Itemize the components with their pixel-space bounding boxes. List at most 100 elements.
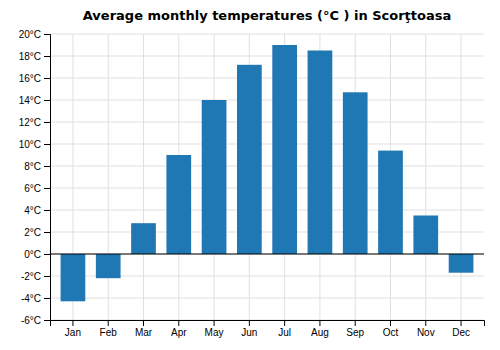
y-grid-line [50,78,484,79]
y-tick-label: 10°C [19,139,41,150]
x-tick-label: Sep [346,327,364,338]
y-tick-label: -6°C [21,315,41,326]
grid [50,34,484,320]
x-tick-mark [72,320,73,326]
y-tick: 16°C [19,73,50,84]
x-tick-mark [461,320,462,326]
x-tick: Oct [383,320,399,338]
y-grid-line [50,144,484,145]
y-tick-label: 14°C [19,95,41,106]
x-tick: Dec [452,320,470,338]
y-axis: -6°C -4°C -2°C 0°C 2°C 4°C 6°C 8°C 10°C 12°C 14°C 1… [19,29,51,326]
x-tick-label: Jul [278,327,291,338]
y-tick-label: -2°C [21,271,41,282]
bar [61,254,86,301]
y-tick-label: 4°C [24,205,41,216]
y-tick-mark [44,188,50,189]
x-grid-line [425,34,426,320]
x-tick: Jul [278,320,291,338]
y-tick: 10°C [19,139,50,150]
y-tick-mark [44,56,50,57]
y-tick: 4°C [24,205,50,216]
x-tick-label: May [205,327,224,338]
y-grid-line [50,254,484,255]
bar [413,216,438,255]
y-grid-line [50,298,484,299]
bar [202,100,227,254]
y-grid-line [50,210,484,211]
x-tick-mark [178,320,179,326]
x-tick-mark [319,320,320,326]
y-tick-mark [44,122,50,123]
x-tick-mark [214,320,215,326]
bar [308,51,333,255]
y-grid-line [50,34,484,35]
x-tick-label: Dec [452,327,470,338]
x-tick: Aug [311,320,329,338]
bar [237,65,262,254]
x-tick-mark [425,320,426,326]
x-tick: Feb [100,320,118,338]
x-tick: Jan [65,320,81,338]
y-tick-mark [44,254,50,255]
bar [166,155,191,254]
x-tick-label: Nov [417,327,435,338]
bar [378,151,403,254]
x-tick: May [205,320,224,338]
chart: -6°C -4°C -2°C 0°C 2°C 4°C 6°C 8°C 10°C 12°C 14°C 1… [0,0,500,350]
y-tick: -2°C [21,271,50,282]
y-tick-mark [44,166,50,167]
y-tick: 2°C [24,227,50,238]
y-grid-line [50,100,484,101]
bar [131,223,156,254]
y-tick-mark [44,276,50,277]
x-axis: Jan Feb Mar Apr May Jun Jul Aug Sep Oct Nov Dec [51,320,485,338]
x-tick: Apr [171,320,187,338]
y-tick: -6°C [21,315,50,326]
y-tick-label: 12°C [19,117,41,128]
y-grid-line [50,56,484,57]
y-tick: 20°C [19,29,50,40]
x-tick-mark [355,320,356,326]
x-tick-mark [143,320,144,326]
y-grid-line [50,166,484,167]
x-axis-line [51,321,485,327]
title: Average monthly temperatures (°C ) in Sc… [83,8,452,23]
y-tick: 14°C [19,95,50,106]
zero-line [50,253,484,254]
x-tick-mark [108,320,109,326]
x-tick-label: Aug [311,327,329,338]
bar [449,254,474,273]
bars [50,45,484,301]
y-grid-line [50,188,484,189]
y-tick: -4°C [21,293,50,304]
y-tick-mark [44,232,50,233]
x-tick: Nov [417,320,435,338]
x-tick-label: Jan [65,327,81,338]
x-grid-line [143,34,144,320]
x-tick-label: Oct [383,327,399,338]
x-tick-label: Jun [241,327,257,338]
x-tick-mark [284,320,285,326]
y-tick-label: 8°C [24,161,41,172]
x-tick-label: Apr [171,327,187,338]
y-tick-label: 0°C [24,249,41,260]
y-tick-mark [44,34,50,35]
x-tick: Jun [241,320,257,338]
y-tick-mark [44,144,50,145]
x-tick-mark [390,320,391,326]
x-tick: Sep [346,320,364,338]
y-tick-label: -4°C [21,293,41,304]
y-tick-label: 16°C [19,73,41,84]
y-tick: 12°C [19,117,50,128]
y-tick: 8°C [24,161,50,172]
y-tick-label: 20°C [19,29,41,40]
y-tick-mark [44,100,50,101]
y-tick-mark [44,210,50,211]
y-tick-label: 2°C [24,227,41,238]
y-tick-label: 6°C [24,183,41,194]
x-tick: Mar [135,320,153,338]
x-grid-line [461,34,462,320]
x-tick-mark [249,320,250,326]
y-tick-mark [44,78,50,79]
